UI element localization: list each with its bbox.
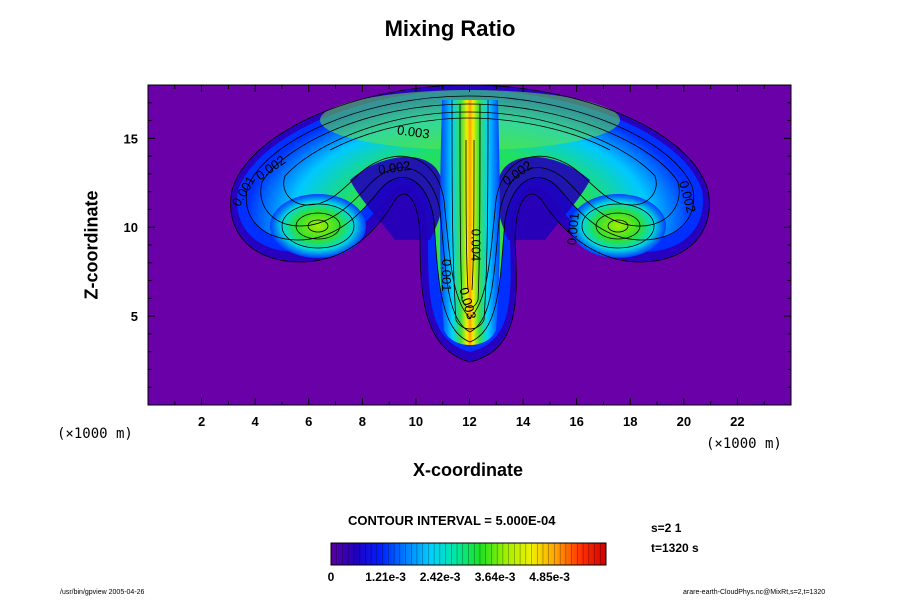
x-tick-label: 20 <box>677 414 691 429</box>
colorbar-tick-label: 0 <box>328 570 335 584</box>
x-tick-label: 4 <box>252 414 260 429</box>
colorbar-tick-labels: 0 1.21e-3 2.42e-3 3.64e-3 4.85e-3 <box>328 570 571 584</box>
x-tick-label: 16 <box>569 414 583 429</box>
y-tick-label: 5 <box>131 309 138 324</box>
contour-label: 0.001 <box>564 212 582 246</box>
y-tick-label: 15 <box>124 131 138 146</box>
x-tick-label: 2 <box>198 414 205 429</box>
x-axis-label: X-coordinate <box>412 460 523 480</box>
y-axis: 5 10 15 <box>124 102 791 388</box>
contour-label: 0.004 <box>468 229 483 262</box>
colorbar-tick-label: 4.85e-3 <box>529 570 570 584</box>
contour-label: 0.003 <box>396 122 430 141</box>
mixing-ratio-field <box>230 85 710 363</box>
colorbar-tick-label: 1.21e-3 <box>365 570 406 584</box>
chart-title: Mixing Ratio <box>384 16 516 41</box>
contour-lines <box>230 85 710 363</box>
x-tick-label: 6 <box>305 414 312 429</box>
x-axis: 2 4 6 8 10 12 14 16 18 20 22 <box>174 85 765 429</box>
y-tick-label: 10 <box>124 220 138 235</box>
field-stem <box>440 100 500 345</box>
x-tick-label: 14 <box>516 414 531 429</box>
x-tick-label: 18 <box>623 414 637 429</box>
contour-interval-label: CONTOUR INTERVAL = 5.000E-04 <box>348 513 556 528</box>
footer-command: /usr/bin/gpview 2005-04-26 <box>60 589 145 596</box>
footer-source: arare-earth-CloudPhys.nc@MixRt,s=2,t=132… <box>683 589 826 596</box>
right-entrainment <box>496 156 590 240</box>
x-tick-label: 12 <box>462 414 476 429</box>
x-tick-label: 10 <box>409 414 423 429</box>
colorbar-frame <box>330 542 607 566</box>
contour-label: 0.001 <box>439 259 454 292</box>
s-label: s=2 1 <box>651 521 682 535</box>
colorbar-tick-label: 3.64e-3 <box>475 570 516 584</box>
colorbar-tick-label: 2.42e-3 <box>420 570 461 584</box>
x-tick-label: 22 <box>730 414 744 429</box>
contour-label: 0.002 <box>377 158 411 177</box>
x-unit-right: (×1000 m) <box>706 436 782 452</box>
x-unit-left: (×1000 m) <box>57 426 133 442</box>
time-label: t=1320 s <box>651 541 699 555</box>
y-axis-label: Z-coordinate <box>81 190 102 300</box>
x-tick-label: 8 <box>359 414 366 429</box>
colorbar-bands <box>336 543 601 565</box>
